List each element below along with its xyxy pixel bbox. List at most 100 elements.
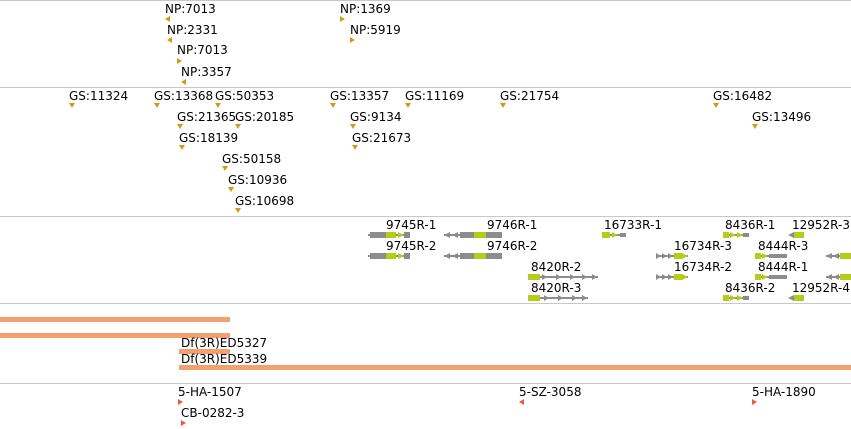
np-feature-label[interactable]: NP:5919 <box>350 23 401 37</box>
gs-feature-label[interactable]: GS:9134 <box>350 110 402 124</box>
transcript-label[interactable]: 8420R-3 <box>531 281 582 295</box>
gs-feature-label[interactable]: GS:21754 <box>500 89 560 103</box>
right-arrow-icon[interactable] <box>181 420 186 426</box>
transcript-glyph[interactable] <box>444 231 502 239</box>
transcript-label[interactable]: 8436R-1 <box>725 218 776 232</box>
transcript-label[interactable]: 9746R-2 <box>487 239 538 253</box>
transcript-glyph[interactable] <box>656 252 688 260</box>
np-track: NP:7013 NP:2331 NP:7013 NP:3357 NP:1369 … <box>0 0 851 87</box>
transcript-glyph[interactable] <box>723 294 749 302</box>
deficiency-track: Df(3R)ED5327 Df(3R)ED5339 <box>0 304 851 383</box>
deficiency-label[interactable]: Df(3R)ED5339 <box>181 352 268 366</box>
down-arrow-icon[interactable] <box>500 103 506 108</box>
down-arrow-icon[interactable] <box>235 208 241 213</box>
gs-feature-label[interactable]: GS:13357 <box>330 89 390 103</box>
deficiency-bar[interactable] <box>0 333 230 338</box>
down-arrow-icon[interactable] <box>215 103 221 108</box>
transcript-label[interactable]: 9745R-1 <box>386 218 437 232</box>
insertion-label[interactable]: 5-SZ-3058 <box>519 385 582 399</box>
transcript-glyph[interactable] <box>444 252 502 260</box>
transcript-glyph[interactable] <box>368 252 410 260</box>
gs-feature-label[interactable]: GS:20185 <box>235 110 295 124</box>
gs-feature-label[interactable]: GS:11169 <box>405 89 465 103</box>
deficiency-bar[interactable] <box>179 365 851 370</box>
transcript-label[interactable]: 9746R-1 <box>487 218 538 232</box>
transcript-glyph[interactable] <box>368 231 410 239</box>
left-arrow-icon[interactable] <box>519 399 524 405</box>
left-arrow-icon[interactable] <box>167 37 172 43</box>
gs-feature-label[interactable]: GS:16482 <box>713 89 773 103</box>
track-divider-gs-transcripts <box>0 216 851 217</box>
left-arrow-icon[interactable] <box>181 79 186 85</box>
transcript-label[interactable]: 9745R-2 <box>386 239 437 253</box>
transcript-label[interactable]: 8420R-2 <box>531 260 582 274</box>
down-arrow-icon[interactable] <box>177 124 183 129</box>
transcript-label[interactable]: 8444R-1 <box>758 260 809 274</box>
transcript-glyph[interactable] <box>755 252 787 260</box>
deficiency-bar[interactable] <box>179 349 230 354</box>
gs-feature-label[interactable]: GS:13368 <box>154 89 214 103</box>
gs-feature-label[interactable]: GS:50353 <box>215 89 275 103</box>
gs-track: GS:11324 GS:13368 GS:50353 GS:21365 GS:2… <box>0 88 851 216</box>
gs-feature-label[interactable]: GS:11324 <box>69 89 129 103</box>
down-arrow-icon[interactable] <box>222 166 228 171</box>
down-arrow-icon[interactable] <box>352 145 358 150</box>
gs-feature-label[interactable]: GS:18139 <box>179 131 239 145</box>
gs-feature-label[interactable]: GS:10936 <box>228 173 288 187</box>
down-arrow-icon[interactable] <box>350 124 356 129</box>
transcript-glyph[interactable] <box>528 273 598 281</box>
insertion-label[interactable]: 5-HA-1890 <box>752 385 816 399</box>
gs-feature-label[interactable]: GS:21365 <box>177 110 237 124</box>
insertion-track: 5-HA-1507 CB-0282-3 5-SZ-3058 5-HA-1890 <box>0 384 851 429</box>
np-feature-label[interactable]: NP:3357 <box>181 65 232 79</box>
transcript-label[interactable]: 16734R-3 <box>674 239 732 253</box>
track-divider-top <box>0 0 851 1</box>
down-arrow-icon[interactable] <box>330 103 336 108</box>
down-arrow-icon[interactable] <box>713 103 719 108</box>
right-arrow-icon[interactable] <box>350 37 355 43</box>
transcript-glyph[interactable] <box>528 294 588 302</box>
transcript-glyph[interactable] <box>602 231 626 239</box>
down-arrow-icon[interactable] <box>154 103 160 108</box>
transcript-glyph[interactable] <box>826 252 851 260</box>
transcript-glyph[interactable] <box>788 294 804 302</box>
np-feature-label[interactable]: NP:2331 <box>167 23 218 37</box>
right-arrow-icon[interactable] <box>178 399 183 405</box>
gs-feature-label[interactable]: GS:21673 <box>352 131 412 145</box>
track-divider-transcripts-deficiencies <box>0 303 851 304</box>
deficiency-label[interactable]: Df(3R)ED5327 <box>181 336 268 350</box>
transcript-label[interactable]: 16733R-1 <box>604 218 662 232</box>
gs-feature-label[interactable]: GS:13496 <box>752 110 812 124</box>
down-arrow-icon[interactable] <box>179 145 185 150</box>
transcript-track: 9745R-1 9746R-1 16733R-1 8436R-1 12952R-… <box>0 217 851 303</box>
deficiency-bar[interactable] <box>0 317 230 322</box>
np-feature-label[interactable]: NP:7013 <box>165 2 216 16</box>
transcript-glyph[interactable] <box>656 273 688 281</box>
insertion-label[interactable]: CB-0282-3 <box>181 406 245 420</box>
right-arrow-icon[interactable] <box>340 16 345 22</box>
right-arrow-icon[interactable] <box>177 58 182 64</box>
insertion-label[interactable]: 5-HA-1507 <box>178 385 242 399</box>
track-divider-np-gs <box>0 87 851 88</box>
track-divider-deficiencies-insertions <box>0 383 851 384</box>
transcript-label[interactable]: 12952R-3 <box>792 218 850 232</box>
down-arrow-icon[interactable] <box>235 124 241 129</box>
transcript-glyph[interactable] <box>788 231 804 239</box>
transcript-label[interactable]: 8436R-2 <box>725 281 776 295</box>
gs-feature-label[interactable]: GS:50158 <box>222 152 282 166</box>
gs-feature-label[interactable]: GS:10698 <box>235 194 295 208</box>
transcript-glyph[interactable] <box>755 273 787 281</box>
down-arrow-icon[interactable] <box>228 187 234 192</box>
transcript-label[interactable]: 8444R-3 <box>758 239 809 253</box>
transcript-label[interactable]: 12952R-4 <box>792 281 850 295</box>
np-feature-label[interactable]: NP:7013 <box>177 43 228 57</box>
transcript-glyph[interactable] <box>826 273 851 281</box>
down-arrow-icon[interactable] <box>752 124 758 129</box>
right-arrow-icon[interactable] <box>752 399 757 405</box>
np-feature-label[interactable]: NP:1369 <box>340 2 391 16</box>
left-arrow-icon[interactable] <box>165 16 170 22</box>
transcript-glyph[interactable] <box>723 231 749 239</box>
transcript-label[interactable]: 16734R-2 <box>674 260 732 274</box>
down-arrow-icon[interactable] <box>69 103 75 108</box>
down-arrow-icon[interactable] <box>405 103 411 108</box>
